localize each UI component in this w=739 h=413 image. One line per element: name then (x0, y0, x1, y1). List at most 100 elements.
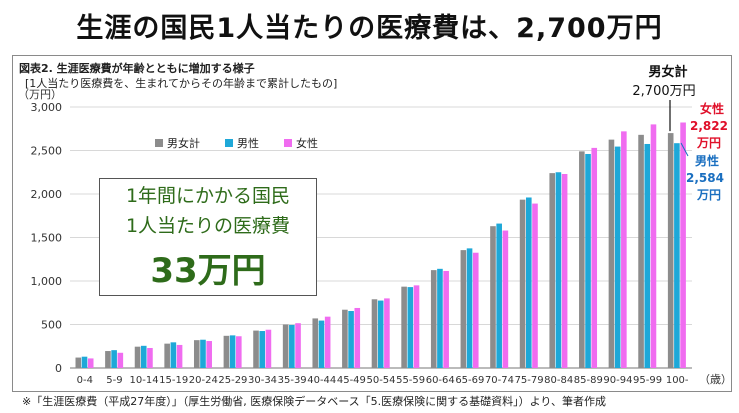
legend-swatch (225, 139, 233, 147)
bar-male (674, 143, 680, 368)
x-tick-label: 25-29 (218, 375, 247, 386)
bar-female (384, 298, 390, 368)
y-tick-label: 0 (55, 362, 62, 375)
bar-male (318, 320, 325, 368)
legend-label: 男性 (237, 136, 259, 150)
figure-subtitle: [1人当たり医療費を、生まれてからその年齢まで累計したもの] (25, 77, 338, 90)
y-tick-label: 2,000 (31, 188, 63, 201)
page-title: 生涯の国民1人当たりの医療費は、2,700万円 (76, 13, 663, 44)
bar-total (134, 346, 141, 368)
x-tick-label: 10-14 (130, 375, 159, 386)
bar-total (519, 199, 526, 368)
x-tick-label: 80-84 (544, 375, 573, 386)
x-tick-label: 40-44 (307, 375, 336, 386)
bar-total (490, 226, 496, 368)
bar-male (644, 143, 651, 368)
source-note: ※「生涯医療費（平成27年度）」（厚生労働省, 医療保険データベース「5.医療保… (22, 395, 606, 408)
bar-female (117, 352, 124, 368)
female-annotation-unit: 万円 (696, 136, 721, 150)
bar-male (289, 324, 295, 368)
x-tick-label: 90-94 (603, 375, 632, 386)
bar-total (430, 270, 437, 368)
bar-total (667, 133, 674, 368)
chart-panel: 図表2. 生涯医療費が年齢とともに増加する様子 [1人当たり医療費を、生まれてか… (12, 55, 732, 392)
x-tick-label: 75-79 (515, 375, 544, 386)
y-axis-unit-label: （万円） (18, 88, 62, 101)
bar-male (437, 268, 443, 368)
bar-male (466, 248, 473, 368)
bar-male (525, 197, 532, 368)
bar-total (75, 357, 82, 368)
bar-female (295, 323, 301, 368)
bar-total (460, 250, 467, 368)
callout-line-2: 1人当たりの医療費 (125, 215, 291, 237)
bar-total (342, 309, 348, 368)
bar-female (176, 344, 183, 368)
bar-total (579, 151, 585, 368)
bar-female (621, 131, 627, 368)
bar-female (472, 252, 479, 368)
bar-female (87, 358, 94, 368)
total-annotation-value: 2,700万円 (632, 84, 695, 99)
bar-male (377, 300, 384, 368)
bar-female (502, 230, 509, 368)
x-tick-label: 95-99 (633, 375, 662, 386)
bar-total (105, 351, 111, 368)
x-tick-label: 85-89 (574, 375, 603, 386)
bar-female (354, 307, 361, 368)
bar-total (371, 299, 378, 368)
bar-female (265, 329, 272, 368)
bar-male (111, 350, 117, 368)
bar-female (532, 203, 538, 368)
legend-swatch (155, 139, 163, 147)
bar-total (312, 318, 319, 368)
bar-male (585, 153, 591, 368)
bar-male (555, 172, 562, 368)
x-tick-label: 65-69 (455, 375, 484, 386)
x-tick-label: 5-9 (106, 375, 122, 386)
total-annotation-label: 男女計 (648, 64, 687, 80)
x-tick-label: 35-39 (278, 375, 307, 386)
x-tick-label: 45-49 (337, 375, 366, 386)
y-tick-label: 2,500 (31, 145, 63, 158)
figure-label: 図表2. 生涯医療費が年齢とともに増加する様子 (19, 62, 255, 75)
bar-female (591, 147, 598, 368)
bar-total (549, 173, 556, 368)
bar-female (236, 336, 242, 368)
y-tick-label: 1,500 (31, 232, 63, 245)
bar-total (401, 286, 407, 368)
bar-total (282, 324, 289, 368)
x-tick-label: 0-4 (77, 375, 93, 386)
bar-female (443, 270, 449, 368)
female-annotation-label: 女性 (700, 101, 724, 116)
y-tick-label: 500 (41, 319, 62, 332)
bar-female (650, 124, 657, 369)
annual-cost-callout: 1年間にかかる国民 1人当たりの医療費 33万円 (99, 178, 317, 296)
bar-female (561, 173, 568, 368)
bar-female (324, 316, 331, 368)
bar-total (164, 343, 170, 368)
bar-male (229, 335, 236, 368)
male-annotation-unit: 万円 (696, 188, 721, 202)
x-tick-label: 70-74 (485, 375, 514, 386)
bar-male (81, 356, 88, 368)
bar-male (259, 331, 266, 368)
callout-amount: 33万円 (150, 251, 266, 291)
bar-male (170, 342, 177, 368)
female-annotation-value: 2,822 (690, 119, 728, 133)
y-tick-label: 3,000 (31, 101, 63, 114)
male-annotation-label: 男性 (695, 153, 719, 168)
x-tick-label: 55-59 (396, 375, 425, 386)
x-tick-label: 50-54 (366, 375, 395, 386)
x-tick-label: 30-34 (248, 375, 277, 386)
legend-label: 男女計 (167, 136, 200, 150)
bar-male (200, 339, 206, 368)
legend-swatch (284, 139, 292, 147)
bar-male (496, 223, 502, 368)
male-annotation-leader (680, 142, 689, 157)
x-tick-label: 20-24 (189, 375, 218, 386)
bar-total (223, 335, 230, 368)
bar-female (147, 347, 153, 368)
bar-male (407, 287, 414, 368)
